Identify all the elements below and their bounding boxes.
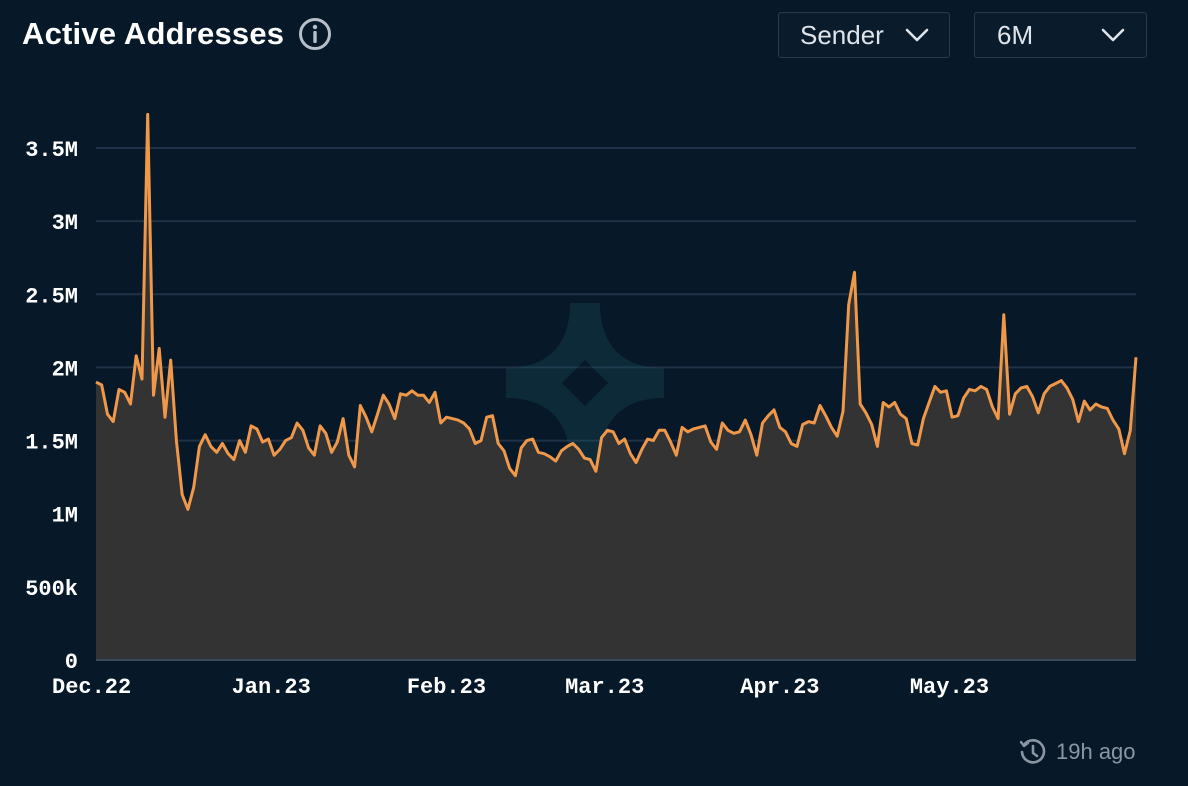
x-tick-label: Jan.23: [232, 675, 311, 700]
last-updated: 19h ago: [1018, 737, 1136, 767]
chevron-down-icon: [903, 24, 931, 46]
x-tick-label: May.23: [910, 675, 989, 700]
y-tick-label: 1.5M: [25, 431, 78, 456]
metric-dropdown-value: Sender: [800, 19, 884, 50]
time-range-dropdown[interactable]: 6M: [974, 12, 1147, 58]
last-updated-text: 19h ago: [1056, 739, 1136, 764]
y-tick-label: 1M: [52, 504, 78, 529]
y-tick-label: 500k: [25, 577, 78, 602]
y-tick-label: 3.5M: [25, 138, 78, 163]
metric-dropdown[interactable]: Sender: [778, 12, 950, 58]
x-tick-label: Apr.23: [740, 675, 819, 700]
chevron-down-icon: [1099, 24, 1127, 46]
info-icon[interactable]: [298, 17, 332, 51]
watermark-logo: [506, 303, 664, 463]
y-tick-label: 0: [65, 650, 78, 675]
chart-header: Active Addresses: [22, 16, 332, 52]
x-tick-label: Dec.22: [52, 675, 131, 700]
series-line: [95, 112, 1138, 511]
y-tick-label: 3M: [52, 211, 78, 236]
y-tick-label: 2.5M: [25, 284, 78, 309]
area-fill: [96, 114, 1136, 660]
x-axis: Dec.22 Jan.23 Feb.23 Mar.23 Apr.23 May.23: [52, 675, 989, 700]
y-axis: 0 500k 1M 1.5M 2M 2.5M 3M 3.5M: [25, 138, 78, 675]
time-range-value: 6M: [997, 19, 1034, 50]
y-tick-label: 2M: [52, 357, 78, 382]
chart-title: Active Addresses: [22, 16, 285, 51]
x-tick-label: Mar.23: [565, 675, 644, 700]
refresh-clock-icon: [1018, 737, 1048, 767]
x-tick-label: Feb.23: [407, 675, 486, 700]
